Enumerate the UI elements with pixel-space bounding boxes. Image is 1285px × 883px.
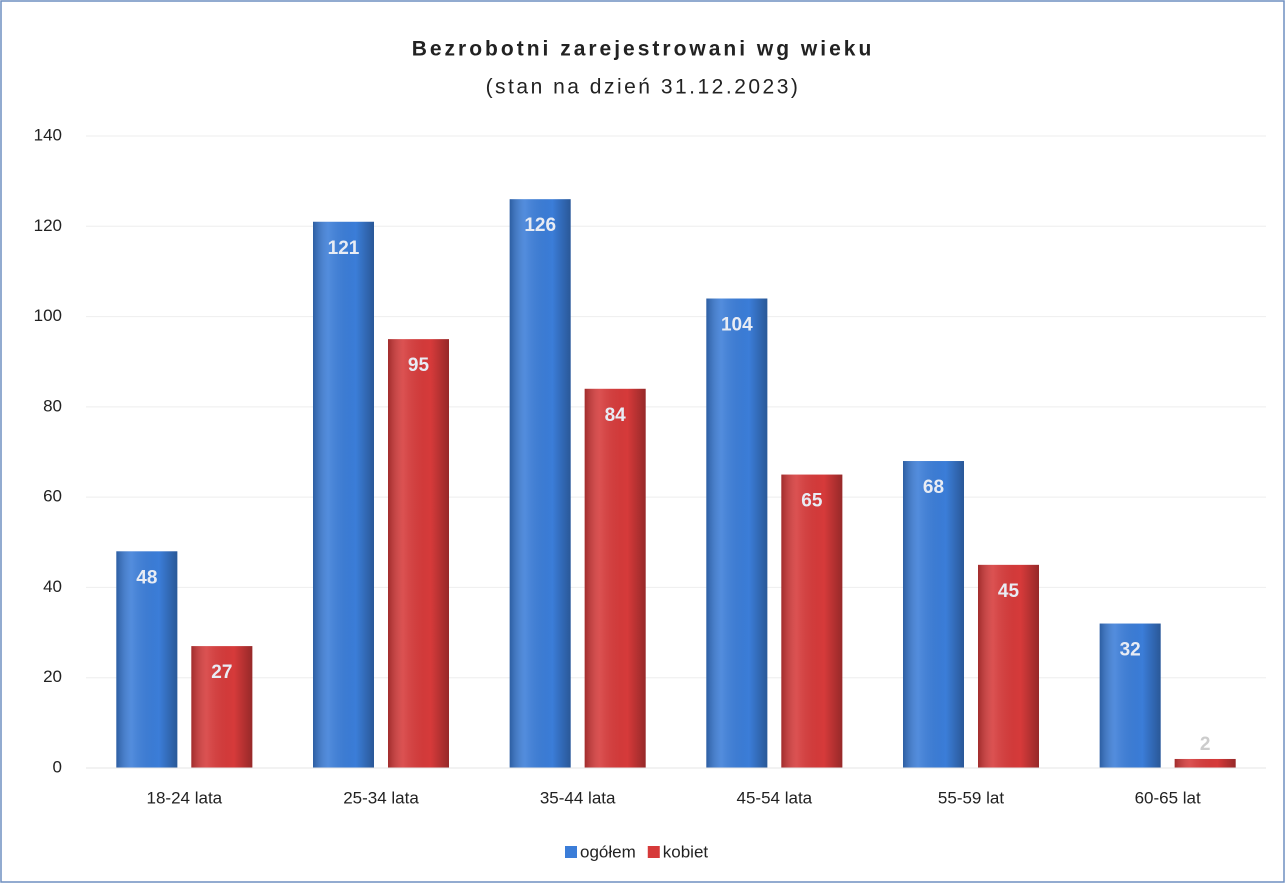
x-tick-label: 25-34 lata — [343, 788, 419, 807]
data-label: 84 — [605, 405, 627, 426]
y-tick-label: 120 — [34, 216, 62, 235]
bar-shade — [388, 339, 449, 768]
x-tick-label: 35-44 lata — [540, 788, 616, 807]
data-label: 68 — [923, 477, 944, 498]
x-tick-label: 55-59 lat — [938, 788, 1004, 807]
bar-shade — [509, 199, 571, 768]
data-label: 65 — [801, 491, 823, 512]
data-label: 126 — [524, 215, 556, 236]
data-label: 48 — [136, 567, 157, 588]
data-label: 32 — [1120, 640, 1141, 661]
data-label: 27 — [211, 662, 232, 683]
y-tick-label: 60 — [43, 487, 62, 506]
legend-label: ogółem — [580, 842, 636, 861]
chart-subtitle: (stan na dzień 31.12.2023) — [486, 76, 801, 99]
bar-shade — [781, 474, 843, 768]
y-tick-label: 40 — [43, 577, 62, 596]
data-label: 104 — [721, 315, 753, 336]
bar-shade — [978, 564, 1039, 768]
data-label: 121 — [328, 238, 360, 259]
data-label: 2 — [1200, 734, 1211, 755]
legend-swatch — [565, 846, 577, 858]
y-tick-label: 140 — [34, 125, 62, 144]
bar-shade — [116, 551, 178, 768]
chart-title: Bezrobotni zarejestrowani wg wieku — [412, 38, 875, 61]
bar-shade — [191, 646, 253, 768]
bar-shade — [1099, 623, 1161, 768]
x-tick-label: 18-24 lata — [147, 788, 223, 807]
bar-shade — [706, 298, 768, 768]
bar-shade — [313, 221, 374, 768]
y-tick-label: 20 — [43, 667, 62, 686]
x-tick-label: 60-65 lat — [1135, 788, 1201, 807]
legend-swatch — [647, 846, 660, 858]
y-tick-label: 80 — [43, 396, 62, 415]
x-tick-label: 45-54 lata — [737, 788, 813, 807]
y-tick-label: 100 — [34, 306, 62, 325]
legend-label: kobiet — [663, 842, 709, 861]
bar-shade — [584, 388, 646, 768]
bar-shade — [1174, 758, 1236, 768]
data-label: 45 — [998, 581, 1020, 602]
y-tick-label: 0 — [53, 757, 62, 776]
data-label: 95 — [408, 355, 430, 376]
bar-shade — [903, 461, 964, 768]
